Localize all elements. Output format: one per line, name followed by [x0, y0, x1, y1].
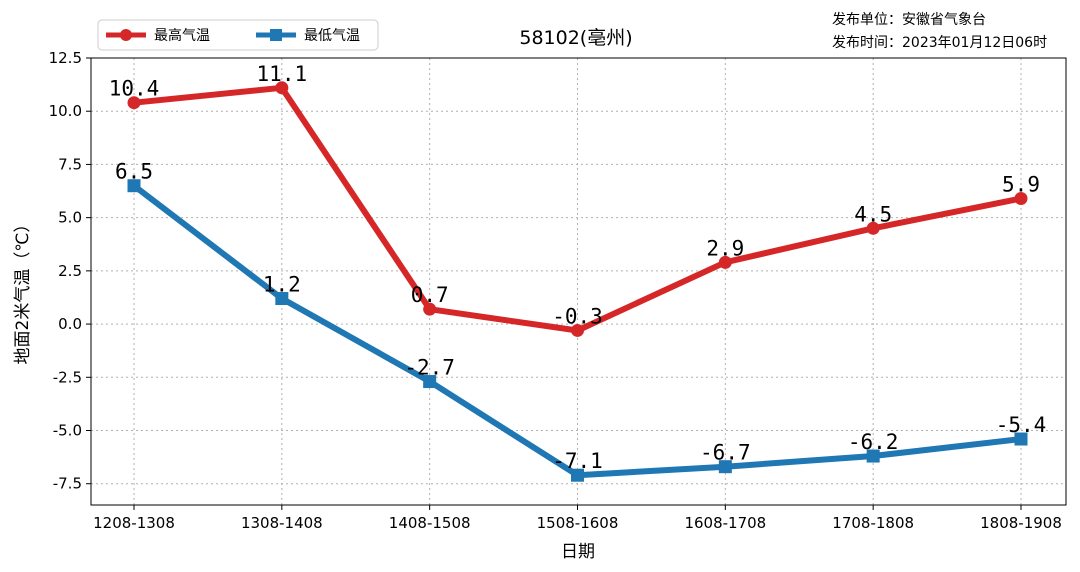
data-labels: 10.4 11.1 0.7 -0.3 2.9 4.5 5.9 6.5 1.2 -2.7 -7.1 -6…	[109, 62, 1047, 473]
data-label-min-temp: -7.1	[552, 449, 603, 473]
y-tick-label: -5.0	[53, 422, 82, 440]
y-tick-label: 0.0	[58, 315, 82, 333]
data-label-min-temp: -6.7	[700, 441, 751, 465]
marker-min-temp	[1014, 432, 1028, 446]
y-tick-label: -7.5	[53, 475, 82, 493]
marker-min-temp	[127, 179, 141, 193]
plot-frame	[90, 57, 1067, 506]
marker-min-temp	[423, 375, 437, 389]
data-label-min-temp: 6.5	[115, 160, 153, 184]
legend-max-marker	[120, 29, 132, 41]
legend-max-label: 最高气温	[154, 27, 210, 44]
legend-min-marker	[270, 29, 282, 41]
y-tick-label: 7.5	[58, 155, 82, 173]
marker-min-temp	[718, 460, 732, 474]
marker-min-temp	[866, 449, 880, 463]
y-axis-ticks: 12.5 10.0 7.5 5.0 2.5 0.0 -2.5 -5.0 -7.5	[49, 49, 91, 493]
x-tick-label: 1508-1608	[537, 514, 619, 532]
data-label-max-temp: 11.1	[257, 62, 308, 86]
data-label-min-temp: -5.4	[996, 413, 1047, 437]
data-label-max-temp: -0.3	[552, 304, 603, 328]
data-label-max-temp: 2.9	[706, 236, 744, 260]
x-tick-label: 1308-1408	[241, 514, 323, 532]
series-layer	[127, 81, 1028, 482]
x-axis-label: 日期	[561, 542, 595, 562]
y-axis-label: 地面2米气温（℃）	[13, 216, 33, 365]
data-label-max-temp: 0.7	[411, 283, 449, 307]
data-label-min-temp: 1.2	[263, 273, 301, 297]
x-tick-label: 1708-1808	[832, 514, 914, 532]
y-tick-label: -2.5	[53, 368, 82, 386]
publish-time-text: 发布时间：2023年01月12日06时	[832, 35, 1047, 51]
y-tick-label: 12.5	[49, 49, 82, 67]
y-tick-label: 2.5	[58, 262, 82, 280]
marker-min-temp	[571, 468, 584, 482]
y-tick-label: 5.0	[58, 209, 82, 227]
chart-title: 58102(亳州)	[519, 27, 632, 49]
legend: 最高气温 最低气温	[97, 19, 379, 51]
x-tick-label: 1408-1508	[389, 514, 471, 532]
grid-lines	[91, 57, 1066, 505]
x-tick-label: 1608-1708	[684, 514, 766, 532]
data-label-min-temp: -6.2	[848, 430, 899, 454]
marker-max-temp	[127, 96, 141, 110]
marker-max-temp	[571, 323, 584, 337]
publisher-text: 发布单位：安徽省气象台	[832, 12, 986, 28]
legend-box	[97, 19, 379, 51]
marker-max-temp	[718, 255, 732, 269]
marker-max-temp	[1014, 191, 1028, 205]
marker-max-temp	[866, 221, 880, 235]
marker-max-temp	[275, 81, 289, 95]
data-label-max-temp: 10.4	[109, 77, 160, 101]
y-tick-label: 10.0	[49, 102, 82, 120]
data-label-max-temp: 4.5	[854, 202, 892, 226]
data-label-min-temp: -2.7	[404, 356, 455, 380]
x-axis-ticks: 1208-1308 1308-1408 1408-1508 1508-1608 1608…	[93, 505, 1062, 532]
x-tick-label: 1208-1308	[93, 514, 175, 532]
marker-max-temp	[423, 302, 437, 316]
data-label-max-temp: 5.9	[1002, 172, 1040, 196]
x-tick-label: 1808-1908	[980, 514, 1062, 532]
marker-min-temp	[275, 292, 289, 306]
legend-min-label: 最低气温	[304, 28, 360, 44]
